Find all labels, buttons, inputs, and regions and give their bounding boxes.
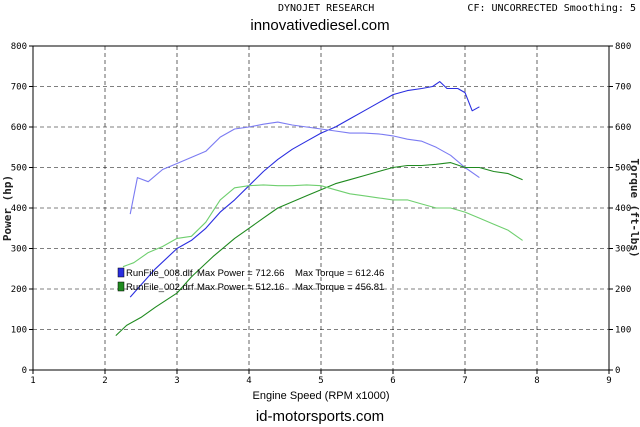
left-tick-label: 500 [11,164,27,174]
x-tick-label: 4 [246,376,251,386]
left-tick-label: 700 [11,83,27,93]
x-tick-label: 9 [606,376,611,386]
left-tick-label: 800 [11,42,27,52]
left-tick-label: 400 [11,204,27,214]
right-tick-label: 700 [615,83,631,93]
right-axis-ticks: 0 100 200 300 400 500 600 700 800 [609,42,631,376]
right-tick-label: 500 [615,164,631,174]
right-tick-label: 200 [615,285,631,295]
x-axis-ticks: 1 2 3 4 5 6 7 8 9 [30,370,612,386]
legend-swatch-run-002 [117,281,125,292]
series-lines [115,81,523,336]
series-line-torque [122,184,523,268]
left-tick-label: 600 [11,123,27,133]
legend-file-run-002: RunFile_002.drf [126,282,194,293]
correction-settings-text: CF: UNCORRECTED Smoothing: 5 [467,3,636,14]
right-axis-title: Torque (ft-lbs) [628,158,640,257]
grid [33,46,609,370]
watermark-bottom: id-motorsports.com [255,408,385,425]
x-tick-label: 7 [462,376,467,386]
left-tick-label: 0 [22,366,27,376]
legend-torque-run-002: Max Torque = 456.81 [295,282,384,293]
left-tick-label: 300 [11,245,27,255]
right-tick-label: 100 [615,326,631,336]
x-tick-label: 6 [390,376,395,386]
right-tick-label: 400 [615,204,631,214]
x-tick-label: 5 [318,376,323,386]
legend-file-run-008: RunFile_008.dlf [126,268,193,279]
legend-swatch-run-008 [117,267,125,278]
watermark-top: innovativediesel.com [250,17,390,34]
right-tick-label: 0 [615,366,620,376]
legend-power-run-008: Max Power = 712.66 [197,268,284,279]
x-tick-label: 3 [174,376,179,386]
legend-torque-run-008: Max Torque = 612.46 [295,268,384,279]
legend-power-run-002: Max Power = 512.16 [197,282,284,293]
left-axis-ticks: 0 100 200 300 400 500 600 700 800 [11,42,33,376]
x-tick-label: 1 [30,376,35,386]
right-tick-label: 300 [615,245,631,255]
right-tick-label: 600 [615,123,631,133]
left-tick-label: 200 [11,285,27,295]
x-axis-title: Engine Speed (RPM x1000) [253,390,390,402]
x-tick-label: 2 [102,376,107,386]
x-tick-label: 8 [534,376,539,386]
left-axis-title: Power (hp) [1,175,14,241]
dyno-brand-text: DYNOJET RESEARCH [278,3,375,14]
series-line-torque [129,121,480,215]
legend: RunFile_008.dlf Max Power = 712.66 Max T… [117,267,384,293]
series-line-power [129,81,480,298]
left-tick-label: 100 [11,326,27,336]
right-tick-label: 800 [615,42,631,52]
series-line-power [115,162,523,336]
